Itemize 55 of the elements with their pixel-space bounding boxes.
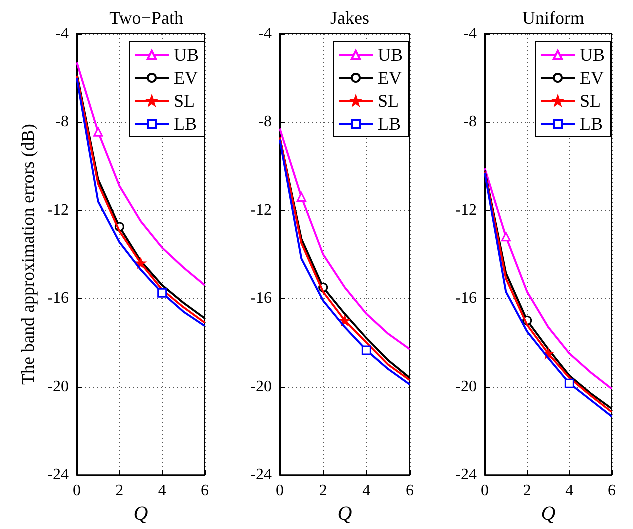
y-tick-label: -12: [456, 202, 477, 219]
x-tick-label: 0: [481, 482, 489, 500]
x-tick-label: 2: [116, 482, 124, 500]
x-tick-label: 0: [73, 482, 81, 500]
y-tick-label: -4: [258, 26, 272, 42]
y-tick-label: -12: [250, 202, 272, 219]
y-tick-label: -16: [456, 290, 477, 308]
y-axis-title: The band approximation errors (dB): [18, 124, 38, 386]
y-tick-label: -24: [250, 466, 272, 484]
y-tick-label: -16: [48, 290, 69, 308]
y-tick-label: -4: [464, 26, 477, 42]
y-tick-label: -20: [456, 378, 477, 396]
x-axis-title: Q: [338, 503, 353, 525]
y-tick-label: -20: [48, 378, 69, 396]
point: [362, 346, 372, 356]
point: [564, 378, 574, 388]
x-tick-label: 2: [319, 482, 328, 500]
x-tick-label: 4: [566, 482, 574, 500]
y-tick-label: -8: [464, 114, 477, 131]
y-tick-label: -12: [48, 202, 69, 219]
legend-label: LB: [378, 114, 402, 134]
x-axis-title: Q: [134, 503, 149, 525]
x-tick-label: 0: [276, 482, 284, 500]
y-tick-label: -8: [258, 114, 272, 131]
chart-title: Uniform: [522, 8, 584, 28]
x-axis-title: Q: [541, 503, 556, 525]
y-tick-label: -4: [56, 26, 69, 42]
legend-label: SL: [378, 91, 400, 111]
x-tick-label: 4: [362, 482, 371, 500]
y-tick-label: -8: [56, 114, 69, 131]
y-tick-label: -24: [456, 466, 477, 484]
y-tick-label: -24: [48, 466, 69, 484]
x-tick-label: 6: [406, 482, 414, 500]
chart-title: Two−Path: [110, 8, 184, 28]
point: [340, 316, 350, 326]
legend-label: LB: [174, 114, 198, 134]
y-tick-label: -16: [250, 290, 272, 308]
x-tick-label: 4: [158, 482, 166, 500]
point: [158, 288, 168, 298]
legend-label: EV: [174, 68, 198, 88]
legend-label: SL: [580, 91, 602, 111]
chart-title: Jakes: [330, 8, 370, 28]
line-series: [76, 62, 206, 286]
legend-label: UB: [580, 45, 606, 65]
legend-label: SL: [174, 91, 196, 111]
legend-label: UB: [378, 45, 404, 65]
legend-label: UB: [174, 45, 200, 65]
point: [136, 258, 146, 268]
y-tick-label: -20: [250, 378, 272, 396]
legend-label: LB: [580, 114, 604, 134]
legend-label: EV: [378, 68, 402, 88]
x-tick-label: 2: [523, 482, 532, 500]
x-tick-label: 6: [201, 482, 209, 500]
x-tick-label: 6: [608, 482, 616, 500]
legend-label: EV: [580, 68, 604, 88]
